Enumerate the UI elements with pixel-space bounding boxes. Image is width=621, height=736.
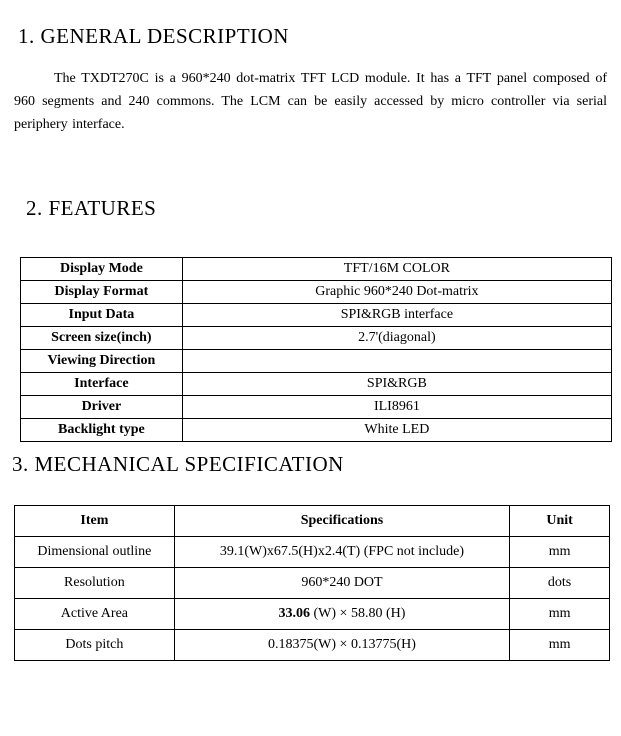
table-row: Viewing Direction (21, 350, 612, 373)
table-row: Active Area 33.06 (W) × 58.80 (H) mm (15, 599, 610, 630)
mech-unit: dots (510, 568, 610, 599)
mech-item: Dimensional outline (15, 537, 175, 568)
table-row: Display Format Graphic 960*240 Dot-matri… (21, 281, 612, 304)
table-row: Dots pitch 0.18375(W) × 0.13775(H) mm (15, 630, 610, 661)
feature-value (182, 350, 611, 373)
feature-label: Display Mode (21, 258, 183, 281)
feature-label: Driver (21, 396, 183, 419)
section-2-heading: 2. FEATURES (26, 196, 613, 221)
mech-header-unit: Unit (510, 506, 610, 537)
mech-spec: 33.06 (W) × 58.80 (H) (174, 599, 509, 630)
table-row: Display Mode TFT/16M COLOR (21, 258, 612, 281)
feature-value: White LED (182, 419, 611, 442)
mech-spec-bold: 33.06 (279, 606, 311, 621)
mech-item: Resolution (15, 568, 175, 599)
table-row: Driver ILI8961 (21, 396, 612, 419)
table-header-row: Item Specifications Unit (15, 506, 610, 537)
mech-unit: mm (510, 537, 610, 568)
mech-spec: 39.1(W)x67.5(H)x2.4(T) (FPC not include) (174, 537, 509, 568)
mech-spec: 960*240 DOT (174, 568, 509, 599)
feature-value: SPI&RGB (182, 373, 611, 396)
feature-label: Display Format (21, 281, 183, 304)
feature-label: Interface (21, 373, 183, 396)
feature-label: Viewing Direction (21, 350, 183, 373)
table-row: Input Data SPI&RGB interface (21, 304, 612, 327)
section-1-paragraph: The TXDT270C is a 960*240 dot-matrix TFT… (14, 67, 607, 136)
table-row: Backlight type White LED (21, 419, 612, 442)
mech-unit: mm (510, 630, 610, 661)
mech-unit: mm (510, 599, 610, 630)
mech-header-spec: Specifications (174, 506, 509, 537)
table-row: Interface SPI&RGB (21, 373, 612, 396)
mech-spec: 0.18375(W) × 0.13775(H) (174, 630, 509, 661)
feature-value: 2.7'(diagonal) (182, 327, 611, 350)
features-table: Display Mode TFT/16M COLOR Display Forma… (20, 257, 612, 442)
table-row: Screen size(inch) 2.7'(diagonal) (21, 327, 612, 350)
feature-label: Backlight type (21, 419, 183, 442)
mech-item: Active Area (15, 599, 175, 630)
mech-item: Dots pitch (15, 630, 175, 661)
feature-value: ILI8961 (182, 396, 611, 419)
mechanical-table: Item Specifications Unit Dimensional out… (14, 505, 610, 661)
feature-value: TFT/16M COLOR (182, 258, 611, 281)
section-3-heading: 3. MECHANICAL SPECIFICATION (12, 452, 613, 477)
mech-spec-rest: (W) × 58.80 (H) (310, 606, 405, 621)
mech-header-item: Item (15, 506, 175, 537)
section-1-heading: 1. GENERAL DESCRIPTION (18, 24, 613, 49)
feature-label: Input Data (21, 304, 183, 327)
feature-label: Screen size(inch) (21, 327, 183, 350)
feature-value: Graphic 960*240 Dot-matrix (182, 281, 611, 304)
table-row: Dimensional outline 39.1(W)x67.5(H)x2.4(… (15, 537, 610, 568)
table-row: Resolution 960*240 DOT dots (15, 568, 610, 599)
feature-value: SPI&RGB interface (182, 304, 611, 327)
